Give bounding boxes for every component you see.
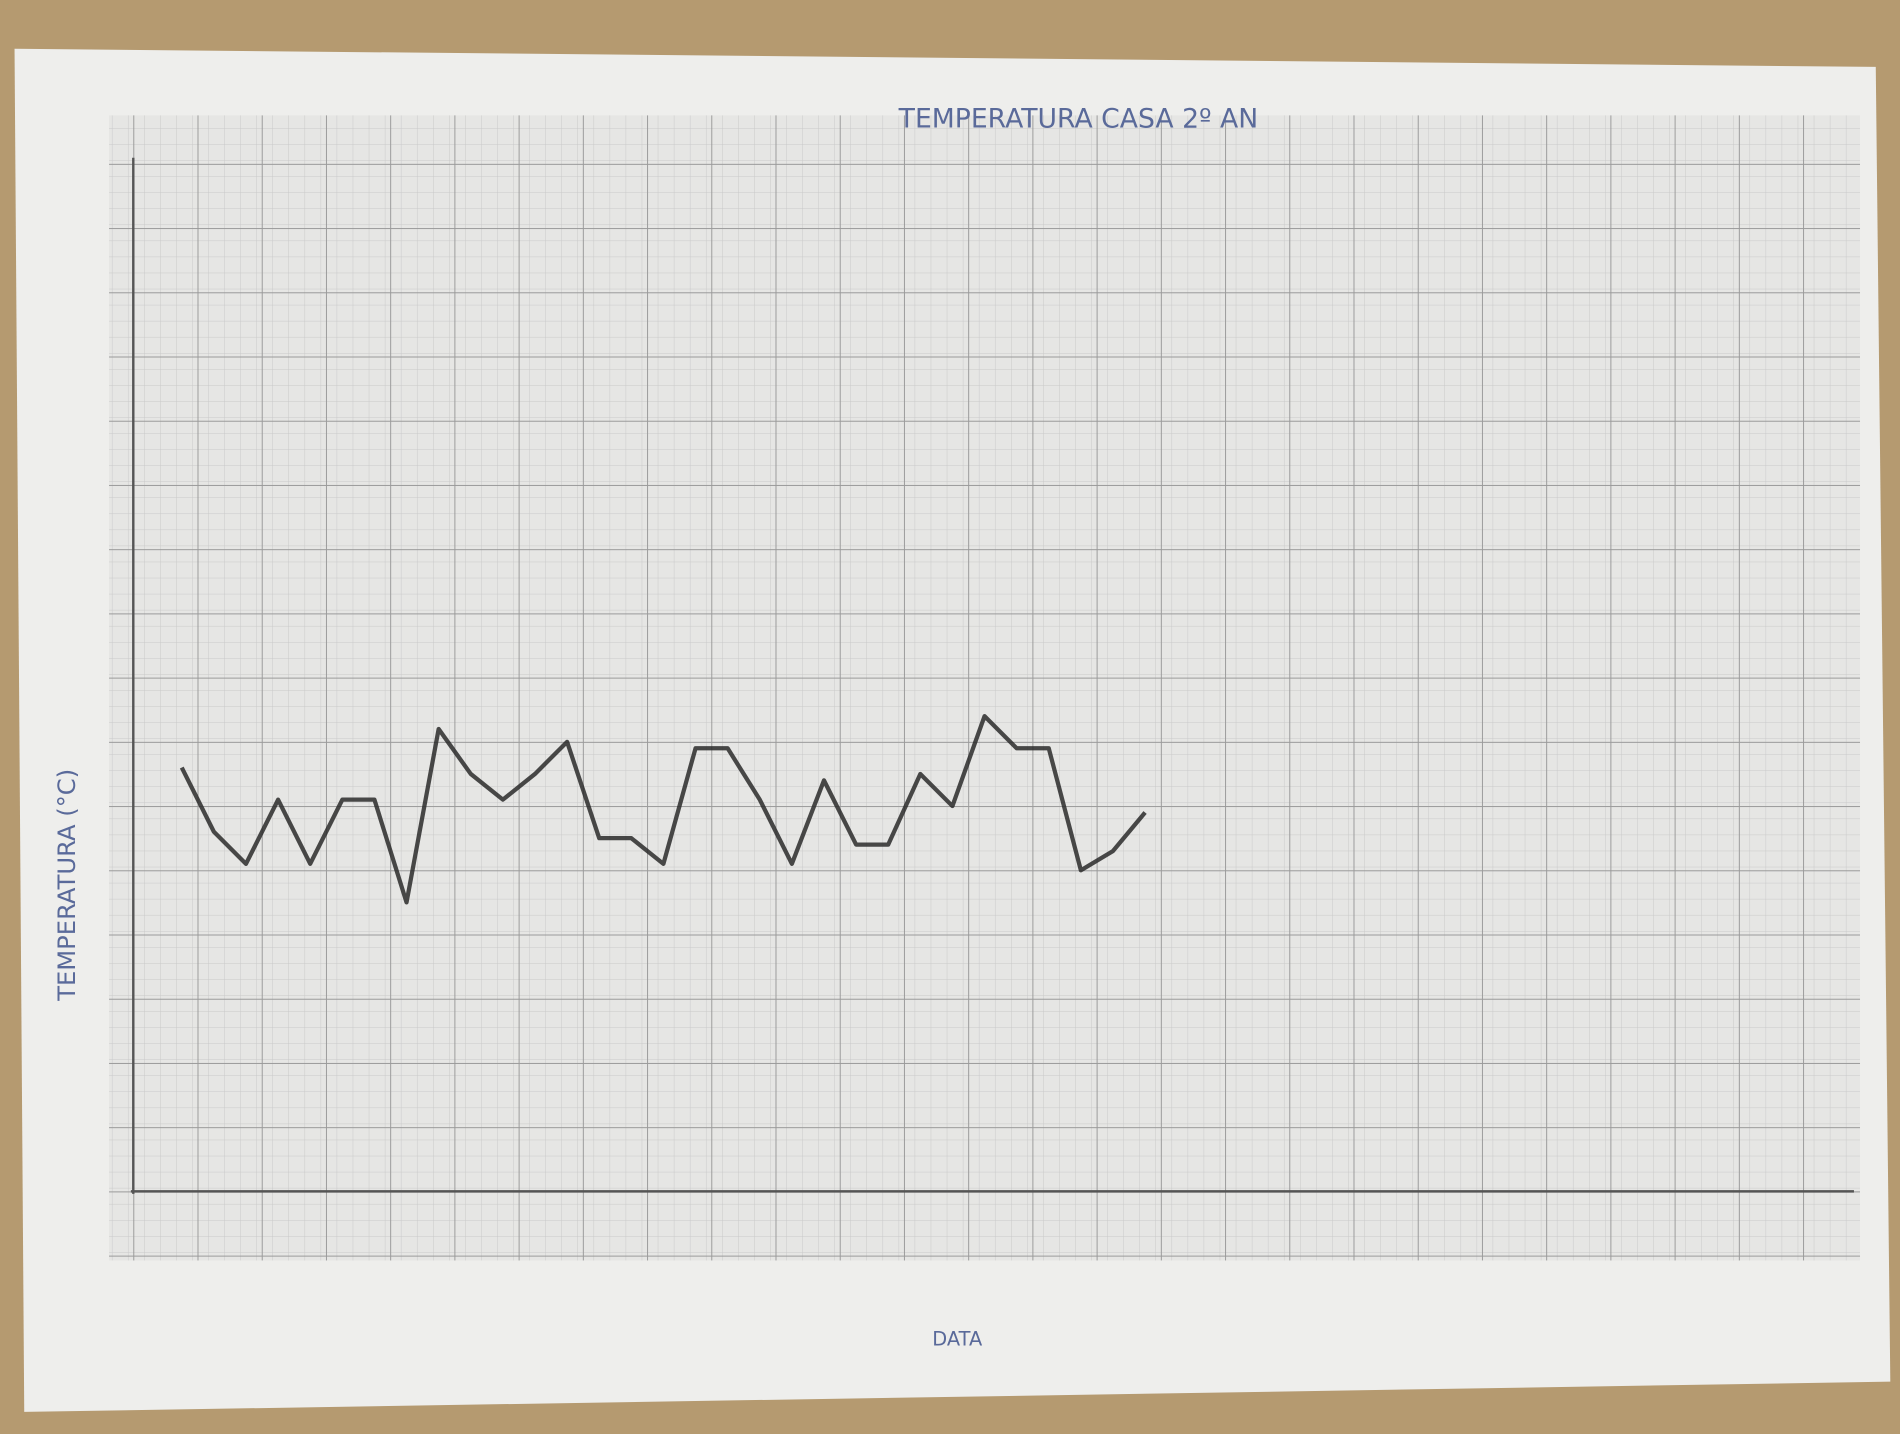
x-axis-label: DATA xyxy=(932,1327,983,1350)
plot xyxy=(179,714,1147,905)
temperature-line xyxy=(179,714,1147,905)
chart-title: TEMPERATURA CASA 2º AN xyxy=(898,103,1259,134)
major-grid xyxy=(109,115,1861,1261)
y-axis-label: TEMPERATURA (°C) xyxy=(53,769,81,1002)
